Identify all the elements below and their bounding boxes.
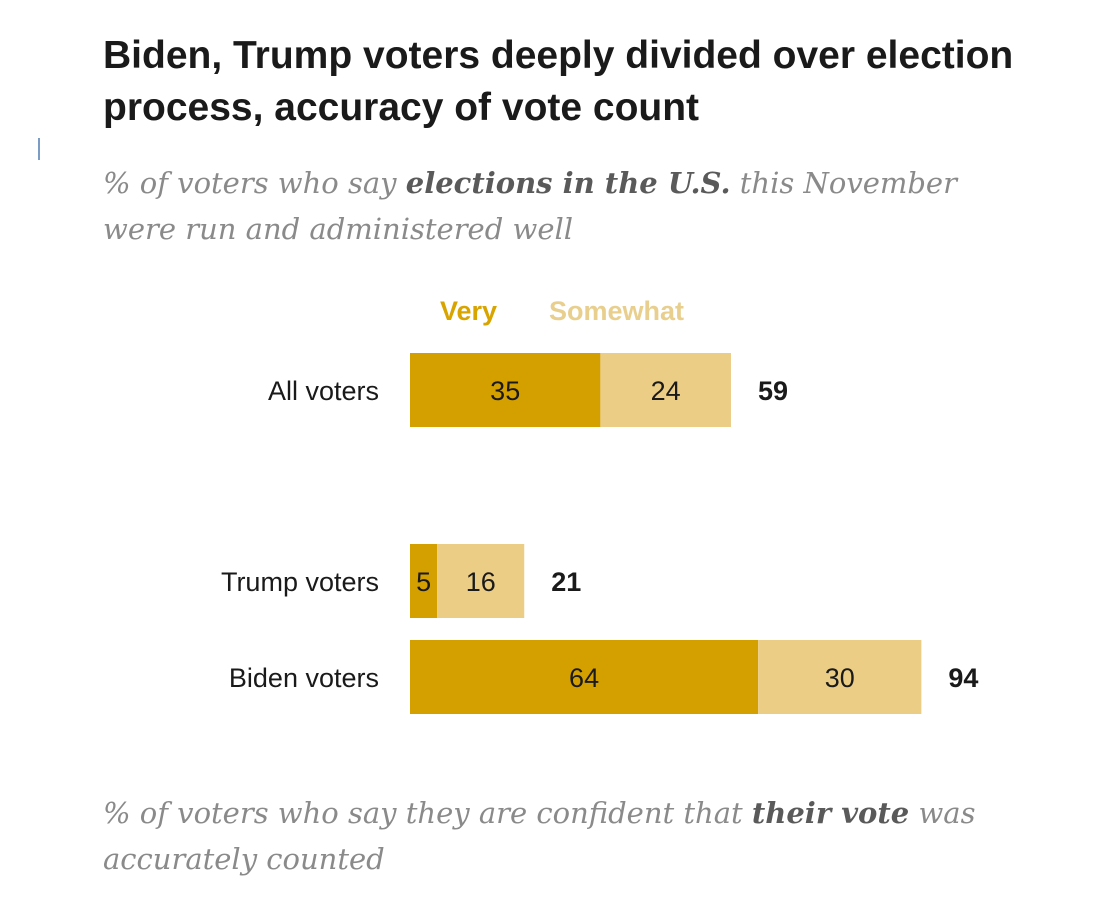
value-label-somewhat-biden-voters: 30 [825,663,855,693]
chart-title: Biden, Trump voters deeply divided over … [103,34,1014,129]
bar-somewhat-trump-voters [437,544,525,618]
value-label-very-trump-voters: 5 [416,567,431,597]
bar-very-biden-voters [410,640,759,714]
total-label-all-voters: 59 [758,376,788,406]
value-label-very-all-voters: 35 [490,376,520,406]
bar-very-all-voters [410,353,601,427]
subtitle-text-end: this November were run and administered … [103,166,957,246]
subtitle-text-start: % of voters who say [103,166,406,200]
edge-artifact [38,138,40,160]
note-text-start: % of voters who say they are confident t… [103,796,752,830]
bar-somewhat-biden-voters [758,640,922,714]
footer-note: % of voters who say they are confident t… [103,790,1023,882]
legend-very: Very [440,296,498,326]
note-text-end: was accurately counted [103,796,976,876]
value-label-very-biden-voters: 64 [569,663,599,693]
category-label-biden-voters: Biden voters [229,663,379,693]
subtitle-emphasis: elections in the U.S. [405,166,731,200]
total-label-biden-voters: 94 [948,663,978,693]
value-label-somewhat-all-voters: 24 [651,376,681,406]
bar-very-trump-voters [410,544,438,618]
note-emphasis: their vote [751,796,910,830]
category-label-trump-voters: Trump voters [221,567,379,597]
bar-somewhat-all-voters [600,353,731,427]
value-label-somewhat-trump-voters: 16 [466,567,496,597]
category-label-all-voters: All voters [268,376,379,406]
chart-subtitle: % of voters who say elections in the U.S… [103,160,1003,252]
total-label-trump-voters: 21 [551,567,581,597]
legend-somewhat: Somewhat [549,296,685,326]
